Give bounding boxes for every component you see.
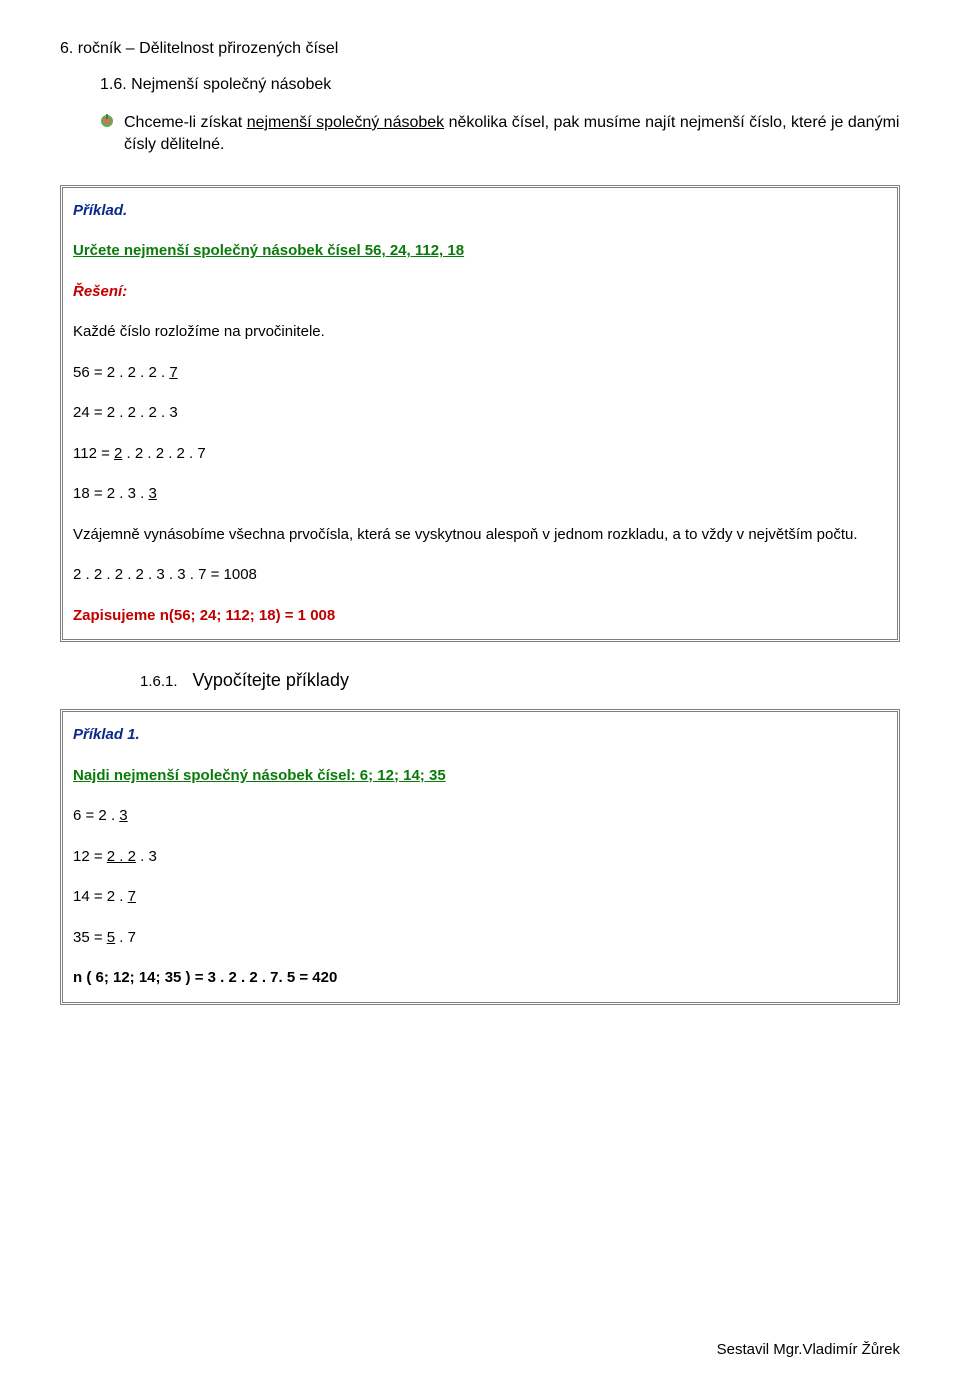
factor-line: 18 = 2 . 3 . 3 [73, 483, 887, 506]
section-number: 1.6. [100, 76, 127, 93]
factor-under: 2 . 2 [107, 848, 136, 865]
factor-line: 24 = 2 . 2 . 2 . 3 [73, 402, 887, 425]
example2-title: Příklad 1. [73, 724, 887, 747]
factor-tail: . 2 . 2 . 2 . 7 [122, 445, 205, 462]
example1-task: Určete nejmenší společný násobek čísel 5… [73, 240, 887, 263]
example2-task: Najdi nejmenší společný násobek čísel: 6… [73, 765, 887, 788]
factor-plain: 12 = [73, 848, 107, 865]
example-box-1: Příklad. Určete nejmenší společný násobe… [60, 185, 900, 643]
factor-tail: . 7 [115, 929, 136, 946]
example-box-2: Příklad 1. Najdi nejmenší společný násob… [60, 709, 900, 1005]
example1-result: Zapisujeme n(56; 24; 112; 18) = 1 008 [73, 605, 887, 628]
page-footer: Sestavil Mgr.Vladimír Žůrek [717, 1341, 900, 1358]
factor-under: 3 [148, 485, 156, 502]
factor-line: 6 = 2 . 3 [73, 805, 887, 828]
factor-tail: . 3 [136, 848, 157, 865]
factor-line: 56 = 2 . 2 . 2 . 7 [73, 362, 887, 385]
factor-plain: 24 = 2 . 2 . 2 . 3 [73, 404, 178, 421]
factor-line: 14 = 2 . 7 [73, 886, 887, 909]
document-header: 6. ročník – Dělitelnost přirozených číse… [60, 40, 900, 58]
sub-section-heading: 1.6.1. Vypočítejte příklady [140, 670, 900, 691]
factor-plain: 18 = 2 . 3 . [73, 485, 148, 502]
factor-under: 7 [169, 364, 177, 381]
sub-section-title: Vypočítejte příklady [193, 670, 349, 690]
example1-explain: Vzájemně vynásobíme všechna prvočísla, k… [73, 524, 887, 547]
factor-plain: 6 = 2 . [73, 807, 119, 824]
factor-under: 3 [119, 807, 127, 824]
factor-line: 35 = 5 . 7 [73, 927, 887, 950]
factor-line: 112 = 2 . 2 . 2 . 2 . 7 [73, 443, 887, 466]
factor-under: 5 [107, 929, 115, 946]
factor-line: 12 = 2 . 2 . 3 [73, 846, 887, 869]
intro-underlined: nejmenší společný násobek [247, 114, 444, 131]
factor-plain: 14 = 2 . [73, 888, 128, 905]
section-heading: 1.6. Nejmenší společný násobek [100, 76, 900, 94]
intro-prefix: Chceme-li získat [124, 114, 247, 131]
example1-solution-label: Řešení: [73, 281, 887, 304]
example1-desc: Každé číslo rozložíme na prvočinitele. [73, 321, 887, 344]
factor-plain: 56 = 2 . 2 . 2 . [73, 364, 169, 381]
section-title: Nejmenší společný násobek [131, 76, 331, 93]
factor-plain: 112 = [73, 445, 114, 462]
sub-section-number: 1.6.1. [140, 673, 178, 690]
example1-title: Příklad. [73, 200, 887, 223]
intro-paragraph: Chceme-li získat nejmenší společný násob… [100, 112, 900, 157]
factor-plain: 35 = [73, 929, 107, 946]
bullet-icon [100, 114, 114, 128]
example2-result: n ( 6; 12; 14; 35 ) = 3 . 2 . 2 . 7. 5 =… [73, 967, 887, 990]
factor-under: 7 [128, 888, 136, 905]
example1-product: 2 . 2 . 2 . 2 . 3 . 3 . 7 = 1008 [73, 564, 887, 587]
